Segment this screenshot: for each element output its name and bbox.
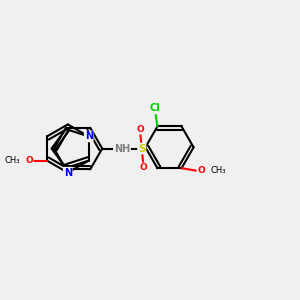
Text: NH: NH [114,143,130,154]
Text: N: N [85,131,93,142]
Text: Cl: Cl [150,103,160,113]
Text: S: S [138,143,146,154]
Text: CH₃: CH₃ [4,156,20,165]
Text: O: O [25,156,33,165]
Text: O: O [140,163,147,172]
Text: CH₃: CH₃ [210,166,226,175]
Text: N: N [64,168,72,178]
Text: O: O [197,166,205,175]
Text: O: O [136,125,144,134]
